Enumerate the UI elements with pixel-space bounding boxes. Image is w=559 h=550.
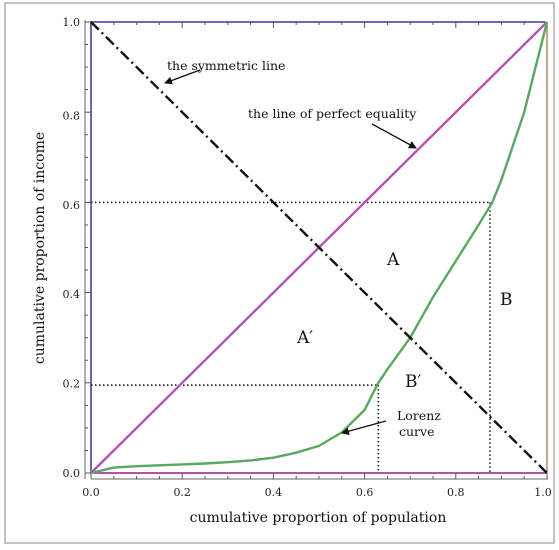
y-axis-title: cumulative proportion of income [32,132,48,364]
lorenz-label-arrow [341,420,387,436]
x-tick-label: 0.8 [447,486,465,499]
symmetric-line [90,21,548,474]
y-tick-label: 1.0 [63,16,81,29]
region-label-b-prime: B′ [405,372,421,392]
region-label-b: B [500,290,513,310]
x-tick-label: 0.2 [173,486,191,499]
image-border [4,2,555,544]
lorenz-label-line1: Lorenz [397,408,441,423]
symmetric-line-label: the symmetric line [167,58,285,73]
equality-line-label: the line of perfect equality [248,106,417,121]
x-tick-label: 0.4 [265,486,283,499]
y-tick-label: 0.4 [63,288,81,301]
x-axis-title: cumulative proportion of population [190,510,447,526]
y-tick-label: 0.0 [63,467,81,480]
region-label-a: A [386,250,400,270]
x-tick-label: 0.0 [82,486,100,499]
symmetric-label-arrow [164,69,201,85]
tick-marks [85,21,548,479]
y-tick-label: 0.6 [63,199,81,212]
region-label-a-prime: A′ [296,328,313,348]
x-tick-label: 1.0 [534,486,552,499]
y-tick-label: 0.2 [63,378,81,391]
x-tick-label: 0.6 [356,486,374,499]
lorenz-label-line2: curve [399,424,435,439]
equality-label-arrow [371,123,417,149]
y-tick-label: 0.8 [63,109,81,122]
